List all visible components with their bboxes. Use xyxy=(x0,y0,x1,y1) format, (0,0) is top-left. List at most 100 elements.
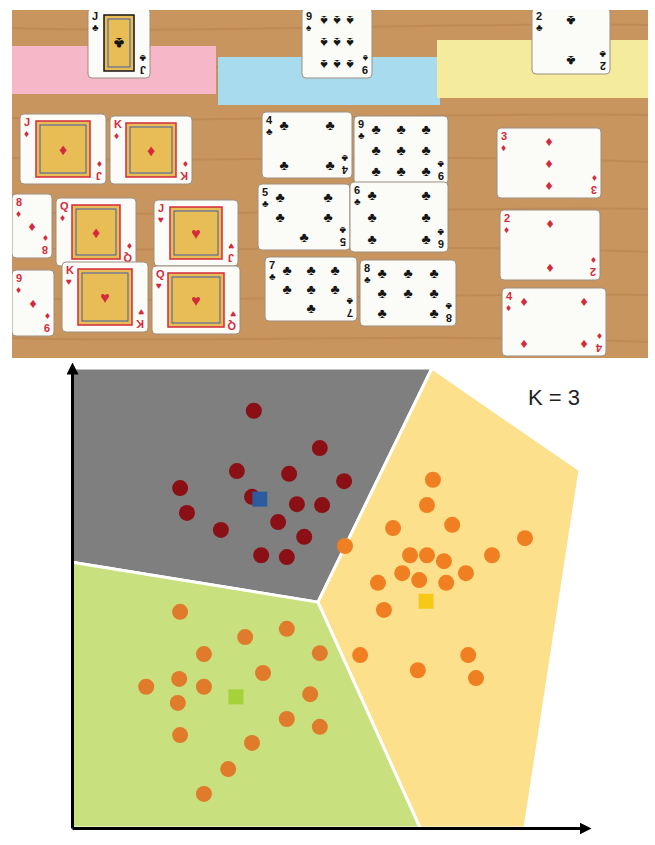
card-corner: 5♣ xyxy=(339,225,346,248)
card-face xyxy=(110,116,192,184)
card-corner: K♦ xyxy=(114,118,122,141)
pip: ♣ xyxy=(323,209,332,225)
court-inner xyxy=(76,209,116,255)
data-point xyxy=(458,565,474,581)
data-point xyxy=(436,553,452,569)
pip: ♣ xyxy=(566,13,575,29)
card-suit: ♣ xyxy=(346,296,353,307)
pip: ♦ xyxy=(546,259,553,275)
plot-area xyxy=(72,368,580,828)
data-point xyxy=(438,575,454,591)
card: ♣♣2♣2♣ xyxy=(532,10,610,74)
pip: ♥ xyxy=(100,289,110,306)
card: ♦J♦J♦ xyxy=(20,114,106,184)
card-face xyxy=(350,182,448,252)
card-face xyxy=(532,10,610,74)
card-suit: ♣ xyxy=(139,53,146,64)
data-point xyxy=(402,547,418,563)
court-inner xyxy=(108,19,130,67)
pip: ♣ xyxy=(330,281,339,297)
card-rank: J xyxy=(228,252,234,264)
data-point xyxy=(302,686,318,702)
card-face xyxy=(497,128,601,198)
pip: ♣ xyxy=(323,189,332,205)
pip: ♣ xyxy=(396,163,405,179)
pip: ♣ xyxy=(421,121,430,137)
y-axis xyxy=(72,369,73,829)
card-suit: ♥ xyxy=(66,276,72,287)
card-rank: 3 xyxy=(501,130,507,142)
data-point xyxy=(172,727,188,743)
card-face xyxy=(12,194,52,258)
pip: ♣ xyxy=(330,262,339,278)
card-suit: ♣ xyxy=(599,49,606,60)
card-corner: 6♣ xyxy=(437,227,444,250)
pip: ♠ xyxy=(346,35,354,51)
card-rank: K xyxy=(136,318,144,330)
pip: ♣ xyxy=(306,300,315,316)
pip: ♠ xyxy=(333,57,341,73)
data-point xyxy=(410,662,426,678)
pip: ♣ xyxy=(377,265,386,281)
card: ♣♣♣♣♣♣♣♣8♣8♣ xyxy=(360,260,456,326)
card-rank: 8 xyxy=(446,312,452,324)
card: ♠♠♠♠♠♠♠♠♠9♠9♠ xyxy=(302,10,372,78)
card-rank: 5 xyxy=(340,236,346,248)
card-suit: ♣ xyxy=(364,274,371,285)
x-axis xyxy=(73,828,586,829)
data-point xyxy=(246,403,262,419)
card-corner: 3♦ xyxy=(501,130,507,153)
card-corner: J♦ xyxy=(24,116,30,139)
pip: ♥ xyxy=(191,292,201,309)
card-face xyxy=(62,262,148,332)
card-corner: J♥ xyxy=(158,202,164,225)
data-point xyxy=(336,473,352,489)
card-corner: 8♣ xyxy=(445,301,452,324)
card-corner: Q♦ xyxy=(123,241,132,264)
pip: ♠ xyxy=(346,13,354,29)
pip: ♣ xyxy=(325,157,334,173)
card: ♣♣♣♣♣♣♣7♣7♣ xyxy=(265,257,357,321)
card-suit: ♣ xyxy=(269,271,276,282)
card-corner: J♥ xyxy=(228,241,234,264)
card-rank: 9 xyxy=(358,118,364,130)
data-point xyxy=(376,602,392,618)
card-rank: 8 xyxy=(42,244,48,256)
centroid xyxy=(228,689,243,704)
data-point xyxy=(484,547,500,563)
card-corner: 2♦ xyxy=(590,255,596,278)
court-inner xyxy=(172,277,220,323)
pip: ♣ xyxy=(421,163,430,179)
card-corner: J♣ xyxy=(92,10,99,33)
card-rank: J xyxy=(96,170,102,182)
court-inner xyxy=(82,273,128,321)
data-point xyxy=(289,496,305,512)
card: ♣♣♣♣♣5♣5♣ xyxy=(258,184,350,250)
court-frame xyxy=(104,15,134,71)
card-corner: K♥ xyxy=(66,264,74,287)
card-rank: 9 xyxy=(438,170,444,182)
card: ♥K♥K♥ xyxy=(62,262,148,332)
axis-line xyxy=(73,827,586,830)
pip: ♦ xyxy=(545,177,552,193)
data-point xyxy=(138,679,154,695)
card-rank: 9 xyxy=(306,10,312,22)
card-corner: K♦ xyxy=(180,159,188,182)
pip: ♠ xyxy=(333,13,341,29)
pip: ♠ xyxy=(320,57,328,73)
centroid xyxy=(252,492,267,507)
pip: ♠ xyxy=(320,13,328,29)
card-corner: J♣ xyxy=(139,53,146,76)
card-corner: Q♥ xyxy=(227,309,236,332)
card-face xyxy=(12,270,54,336)
card-suit: ♥ xyxy=(158,214,164,225)
card-suit: ♦ xyxy=(506,302,511,313)
card: ♦Q♦Q♦ xyxy=(56,198,136,266)
pip: ♣ xyxy=(371,142,380,158)
card-corner: 7♣ xyxy=(269,259,276,282)
card-face xyxy=(56,198,136,266)
data-point xyxy=(460,647,476,663)
data-point xyxy=(312,440,328,456)
card-suit: ♣ xyxy=(266,126,273,137)
data-point xyxy=(220,761,236,777)
